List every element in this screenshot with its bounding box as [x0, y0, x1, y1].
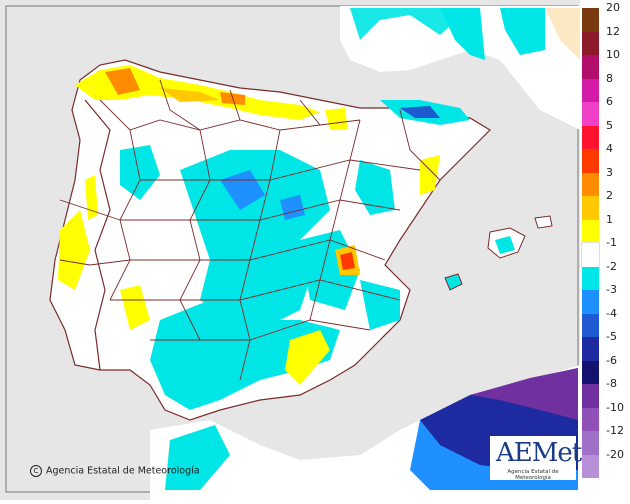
anomaly-map [0, 0, 580, 500]
logo-wordmark: AEMet [496, 438, 582, 468]
legend-label: -10 [606, 400, 624, 414]
portugal-warm-area-2 [85, 175, 98, 220]
copyright-text: Agencia Estatal de Meteorología [46, 465, 200, 477]
morocco-cyan-area [165, 425, 230, 490]
west-cyan-area [120, 145, 160, 200]
legend-swatch [582, 431, 599, 455]
ibiza [444, 273, 463, 291]
portugal-warm-area [58, 210, 90, 290]
legend-swatch [582, 454, 599, 478]
legend-label: 4 [606, 142, 613, 155]
legend-swatch [582, 360, 599, 384]
copyright-notice: C Agencia Estatal de Meteorología [30, 465, 200, 477]
andalusia-cyan-area [150, 300, 340, 410]
legend-label: -2 [606, 259, 617, 273]
cantabria-warm-area [160, 88, 220, 102]
alps-warm-area [545, 8, 580, 60]
map-svg [0, 0, 580, 500]
extremadura-warm-area [120, 285, 150, 330]
legend-label: -6 [606, 353, 617, 367]
portugal-border [84, 99, 111, 371]
legend-label: 3 [606, 165, 613, 179]
cuenca-warm-core [340, 252, 355, 270]
navarra-warm-area [325, 108, 348, 130]
legend-label: -1 [606, 236, 617, 249]
legend-swatch [582, 266, 599, 290]
legend-label: 20 [606, 1, 620, 14]
legend-swatch [582, 384, 599, 408]
legend-label: 8 [606, 71, 613, 85]
legend-swatch [582, 172, 599, 196]
legend-swatch [582, 337, 599, 361]
legend-label: -12 [606, 424, 624, 437]
pyrenees-blue-area [400, 106, 440, 118]
mallorca-cyan-area [495, 236, 515, 254]
menorca [534, 215, 553, 229]
legend-label: 1 [606, 212, 613, 226]
legend-swatch [582, 8, 599, 32]
legend-swatch [582, 102, 599, 126]
legend-label: -4 [606, 306, 617, 320]
algeria-very-cold [470, 368, 578, 420]
legend-swatch [582, 125, 599, 149]
legend-swatch [582, 407, 599, 431]
legend-swatch [582, 31, 599, 55]
province-borders [59, 79, 441, 381]
legend-swatch [582, 313, 599, 337]
france-cyan-area-2 [440, 8, 485, 60]
legend-label: -20 [606, 447, 624, 461]
legend-label: -8 [606, 377, 617, 390]
legend-label: 6 [606, 95, 613, 108]
legend-swatch [582, 196, 599, 220]
legend-label: -5 [606, 330, 617, 343]
france-cyan-area [350, 8, 470, 40]
asturias-warm-core [105, 68, 140, 95]
copyright-icon: C [30, 465, 42, 477]
legend-swatch [582, 149, 599, 173]
alps-cyan-area [500, 8, 545, 55]
granada-warm-area [285, 330, 330, 385]
legend-swatch [582, 290, 599, 314]
legend-label: 12 [606, 24, 620, 38]
aragon-cyan-area [355, 160, 395, 215]
legend-swatch [582, 55, 599, 79]
legend-swatch [582, 78, 599, 102]
legend-label: 10 [606, 48, 620, 61]
aemet-logo: AEMet Agencia Estatal de Meteorología [490, 436, 582, 481]
legend-label: -3 [606, 283, 617, 296]
legend-swatch [581, 242, 600, 268]
legend-swatch [582, 219, 599, 243]
logo-subtitle: Agencia Estatal de Meteorología [507, 469, 559, 481]
legend-label: 5 [606, 118, 613, 132]
legend-label: 2 [606, 189, 613, 202]
color-legend: 20 12 10 8 6 5 4 3 2 1 -1 -2 -3 -4 -5 -6 -8 -10 -12 -20 [581, 2, 628, 478]
